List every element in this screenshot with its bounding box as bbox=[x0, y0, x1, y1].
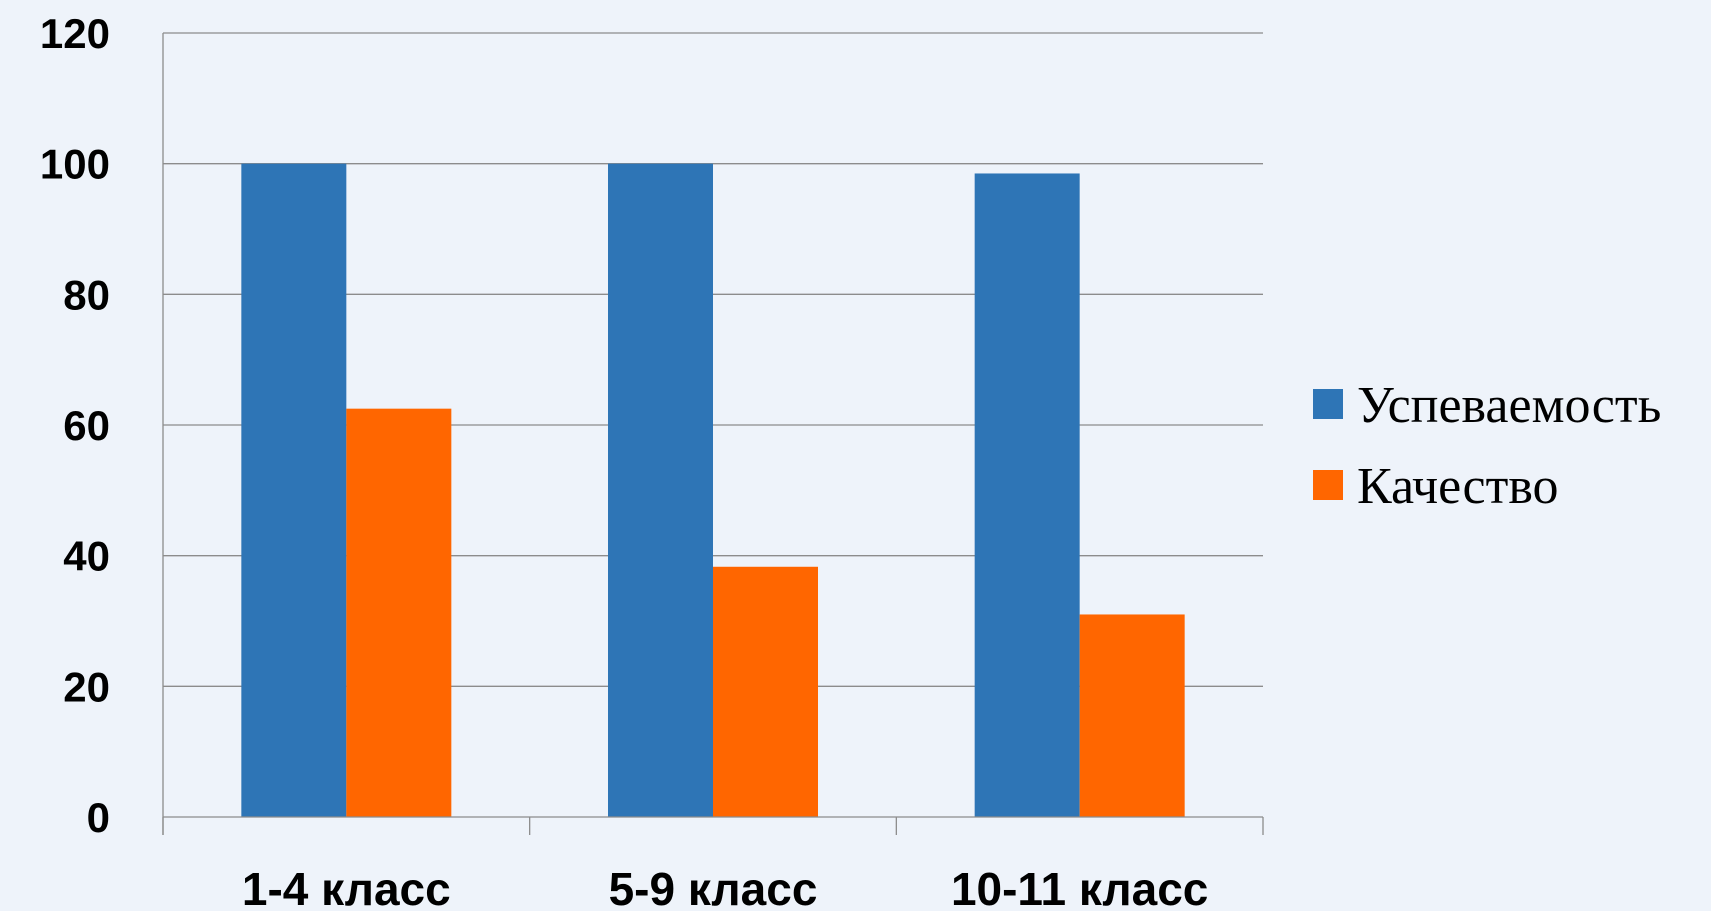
y-tick-label: 20 bbox=[63, 663, 110, 710]
category-label: 1-4 класс bbox=[242, 863, 451, 911]
bar bbox=[974, 173, 1080, 817]
category-label: 5-9 класс bbox=[609, 863, 818, 911]
legend: Успеваемость Качество bbox=[1313, 377, 1661, 515]
category-labels: 1-4 класс 5-9 класс 10-11 класс bbox=[242, 863, 1208, 911]
y-tick-label: 40 bbox=[63, 533, 110, 580]
y-tick-label: 100 bbox=[40, 141, 110, 188]
bar bbox=[608, 163, 713, 817]
category-label: 10-11 класс bbox=[951, 863, 1208, 911]
bar bbox=[346, 408, 452, 817]
axes bbox=[162, 33, 1264, 835]
legend-swatch bbox=[1313, 389, 1343, 419]
legend-swatch bbox=[1313, 470, 1343, 500]
y-tick-labels: 0 20 40 60 80 100 120 bbox=[40, 10, 110, 841]
legend-label: Качество bbox=[1357, 458, 1559, 515]
bar bbox=[1079, 614, 1185, 817]
y-tick-label: 80 bbox=[63, 271, 110, 318]
y-tick-label: 120 bbox=[40, 10, 110, 57]
bar bbox=[241, 163, 347, 817]
y-tick-label: 0 bbox=[87, 794, 110, 841]
y-tick-label: 60 bbox=[63, 402, 110, 449]
bars bbox=[241, 163, 1185, 817]
legend-label: Успеваемость bbox=[1357, 377, 1661, 434]
bar bbox=[713, 566, 818, 817]
